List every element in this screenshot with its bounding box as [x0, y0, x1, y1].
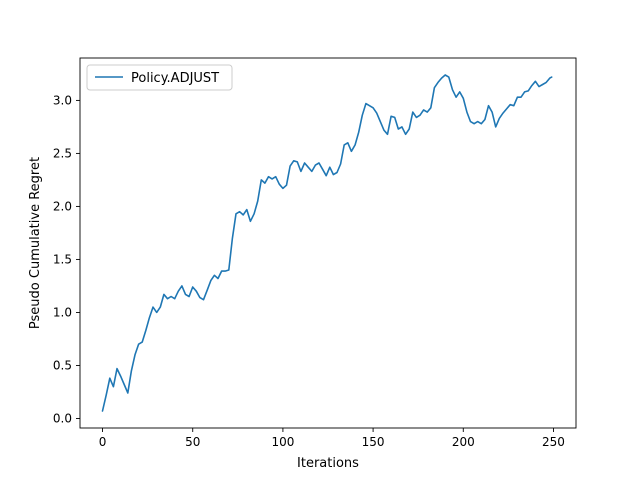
legend: Policy.ADJUST	[86, 64, 233, 91]
x-tick-label: 50	[185, 435, 200, 449]
plot-background	[80, 58, 576, 428]
y-tick-label: 2.5	[53, 146, 72, 160]
y-axis-label: Pseudo Cumulative Regret	[28, 157, 43, 329]
x-tick-label: 0	[99, 435, 107, 449]
x-axis-label: Iterations	[297, 456, 359, 471]
x-tick-label: 200	[452, 435, 475, 449]
y-tick-label: 1.5	[53, 252, 72, 266]
x-tick-label: 250	[542, 435, 565, 449]
y-tick-label: 1.0	[53, 305, 72, 319]
y-tick-label: 0.5	[53, 358, 72, 372]
y-tick-label: 3.0	[53, 93, 72, 107]
series-line	[101, 74, 553, 412]
y-tick-label: 0.0	[53, 411, 72, 425]
x-axis-ticks: 0 50 100 150 200 250	[99, 428, 565, 449]
y-tick-label: 2.0	[53, 199, 72, 213]
legend-box	[86, 64, 233, 91]
plot-frame	[79, 57, 577, 429]
legend-label: Policy.ADJUST	[131, 71, 219, 86]
x-tick-label: 100	[271, 435, 294, 449]
y-axis-ticks: 0.0 0.5 1.0 1.5 2.0 2.5 3.0	[53, 93, 80, 425]
x-tick-label: 150	[362, 435, 385, 449]
